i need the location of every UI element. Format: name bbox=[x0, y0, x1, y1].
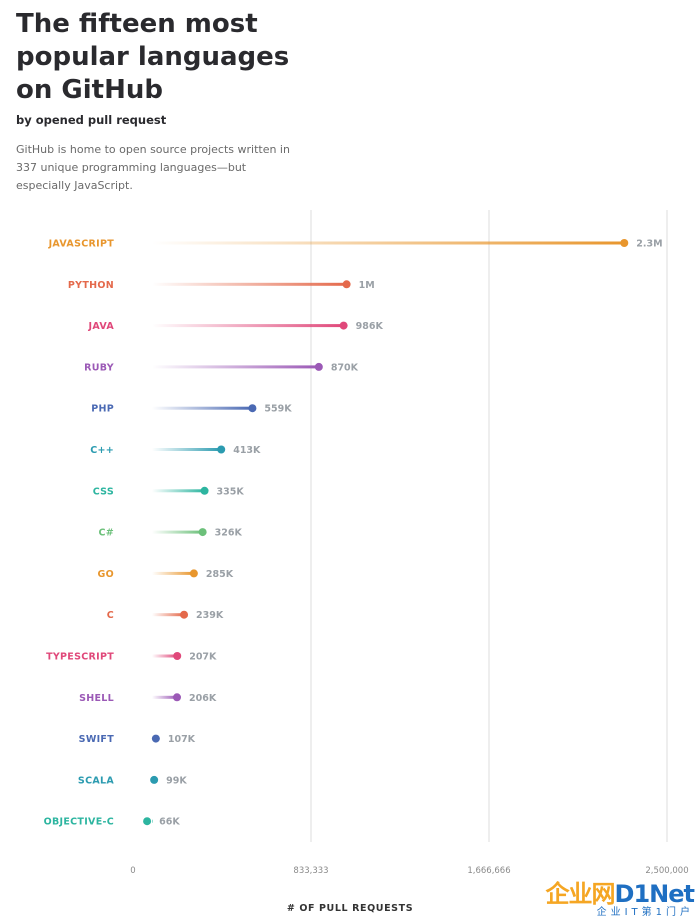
category-label: JAVASCRIPT bbox=[48, 239, 115, 250]
lollipop-dot bbox=[150, 775, 159, 784]
category-label: RUBY bbox=[84, 362, 114, 373]
watermark-text-a: 企业网 bbox=[545, 880, 616, 908]
lollipop-dot bbox=[143, 817, 152, 826]
value-label: 326K bbox=[215, 528, 243, 539]
category-label: GO bbox=[98, 569, 114, 580]
lollipop-dot bbox=[200, 486, 209, 495]
lollipop-dot bbox=[620, 239, 629, 247]
value-label: 413K bbox=[233, 445, 261, 456]
lollipop-stem bbox=[152, 489, 205, 493]
lollipop-dot bbox=[342, 280, 351, 289]
value-label: 986K bbox=[356, 321, 384, 332]
x-tick-label: 2,500,000 bbox=[645, 866, 688, 876]
lollipop-stem bbox=[152, 654, 178, 658]
value-label: 870K bbox=[331, 362, 359, 373]
lollipop-stem bbox=[152, 324, 344, 328]
category-label: C++ bbox=[90, 445, 114, 456]
value-label: 66K bbox=[159, 817, 180, 828]
category-label: C# bbox=[98, 528, 114, 539]
lollipop-stem bbox=[152, 613, 185, 617]
lollipop-stem bbox=[152, 819, 153, 823]
lollipop-stem bbox=[152, 406, 253, 410]
chart-subtitle: by opened pull request bbox=[16, 113, 167, 127]
x-tick-label: 1,666,666 bbox=[467, 866, 510, 876]
lollipop-stem bbox=[152, 365, 319, 369]
value-label: 559K bbox=[264, 404, 292, 415]
lollipop-dot bbox=[248, 404, 257, 413]
x-tick-label: 0 bbox=[130, 866, 135, 876]
lollipop-dot bbox=[180, 610, 189, 619]
lollipop-chart: 0 833,333 1,666,666 2,500,000 JAVASCRIPT 2.3M… bbox=[44, 210, 689, 876]
lollipop-dot bbox=[173, 693, 182, 702]
category-label: SCALA bbox=[78, 775, 114, 786]
x-tick-label: 833,333 bbox=[293, 866, 328, 876]
value-label: 335K bbox=[217, 486, 245, 497]
value-label: 207K bbox=[189, 652, 217, 663]
lollipop-dot bbox=[217, 445, 226, 454]
category-label: JAVA bbox=[87, 321, 114, 332]
category-label: SWIFT bbox=[79, 734, 115, 745]
category-label: PYTHON bbox=[68, 280, 114, 291]
category-label: SHELL bbox=[79, 693, 114, 704]
category-label: PHP bbox=[91, 404, 114, 415]
value-label: 107K bbox=[168, 734, 196, 745]
lollipop-dot bbox=[173, 652, 182, 660]
chart-description: GitHub is home to open source projects w… bbox=[16, 143, 290, 192]
lollipop-stem bbox=[152, 448, 222, 451]
value-label: 285K bbox=[206, 569, 234, 580]
lollipop-stem bbox=[152, 695, 178, 699]
value-label: 1M bbox=[359, 280, 375, 291]
category-label: C bbox=[107, 610, 114, 621]
lollipop-dot bbox=[339, 321, 348, 330]
watermark-text-b: D1Net bbox=[614, 880, 695, 908]
lollipop-dot bbox=[189, 569, 198, 578]
chart-title: The fifteen most popular languages on Gi… bbox=[16, 9, 290, 105]
value-label: 239K bbox=[196, 610, 224, 621]
watermark-logo: 企业网D1Net 企业IT第1门户 bbox=[545, 880, 695, 918]
value-label: 2.3M bbox=[636, 239, 662, 250]
lollipop-stem bbox=[152, 530, 203, 534]
lollipop-dot bbox=[151, 734, 160, 743]
category-label: OBJECTIVE-C bbox=[44, 817, 114, 828]
lollipop-stem bbox=[152, 241, 625, 245]
lollipop-stem bbox=[152, 571, 194, 575]
lollipop-stem bbox=[152, 282, 347, 286]
category-label: CSS bbox=[93, 486, 114, 497]
lollipop-dot bbox=[314, 362, 323, 371]
watermark-subtext: 企业IT第1门户 bbox=[596, 907, 694, 918]
x-axis-label: # OF PULL REQUESTS bbox=[286, 903, 414, 914]
value-label: 99K bbox=[166, 775, 187, 786]
category-label: TYPESCRIPT bbox=[46, 652, 114, 663]
lollipop-dot bbox=[198, 528, 207, 537]
value-label: 206K bbox=[189, 693, 217, 704]
